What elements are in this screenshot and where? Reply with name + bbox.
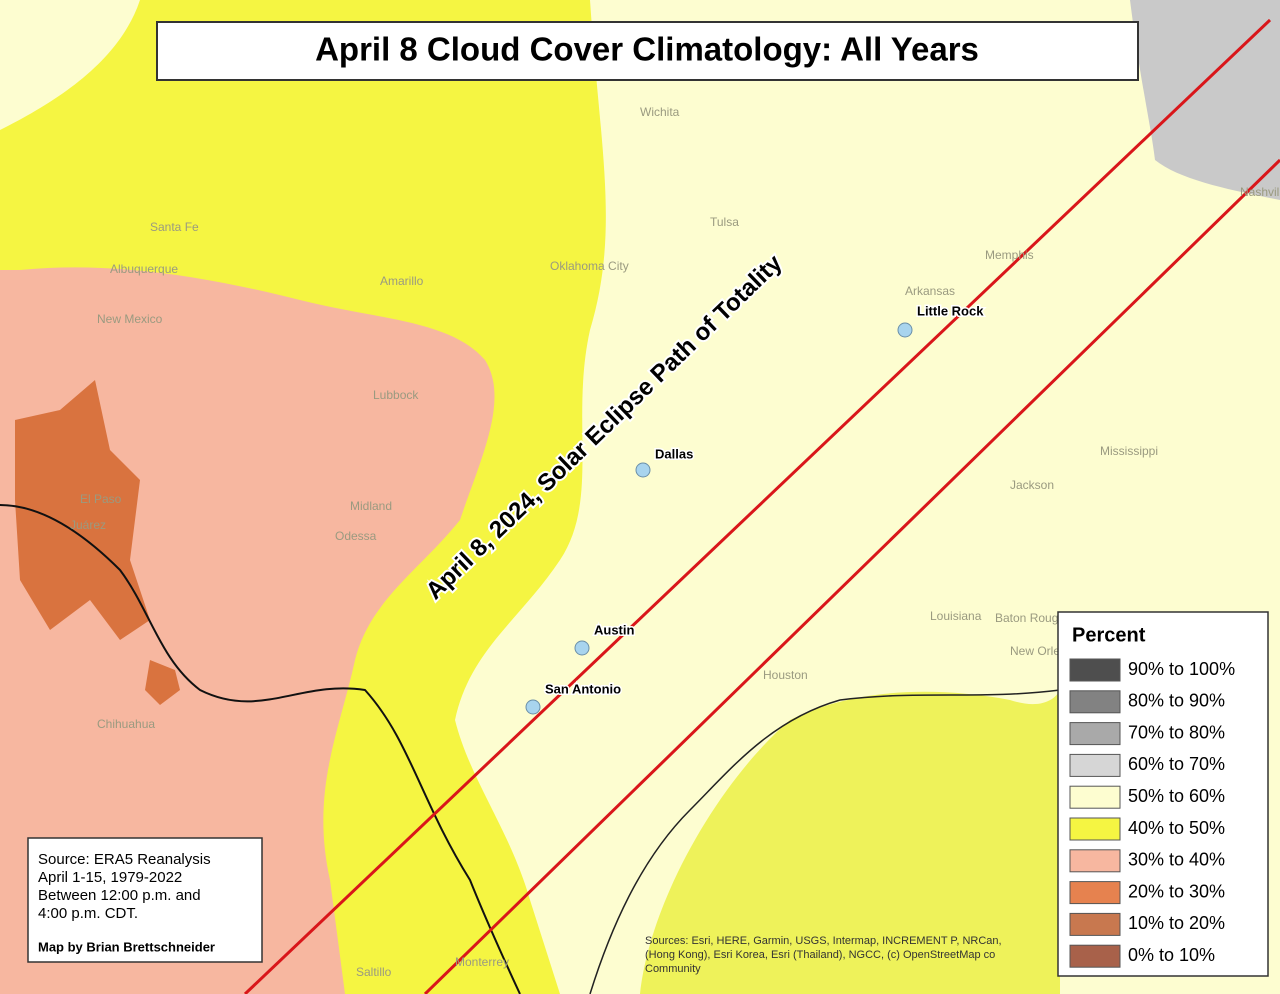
region-30-40 (0, 267, 495, 994)
basemap-label: New Mexico (97, 312, 163, 326)
basemap-label: Memphis (985, 248, 1034, 262)
basemap-label: Albuquerque (110, 262, 178, 276)
city-label: San Antonio (545, 681, 621, 696)
legend-swatch (1069, 817, 1121, 841)
city-marker (897, 322, 913, 338)
city-marker (574, 640, 590, 656)
legend-label: 0% to 10% (1128, 945, 1215, 965)
basemap-label: Jackson (1010, 478, 1054, 492)
city-label: Dallas (655, 446, 693, 461)
legend-swatch (1069, 658, 1121, 682)
source-line: Between 12:00 p.m. and (38, 887, 201, 904)
credit: Map by Brian Brettschneider (38, 939, 215, 954)
attribution-line: Sources: Esri, HERE, Garmin, USGS, Inter… (645, 935, 1002, 947)
legend-swatch (1069, 785, 1121, 809)
path-edge (243, 18, 1272, 994)
legend-label: 80% to 90% (1128, 691, 1225, 711)
attribution: Sources: Esri, HERE, Garmin, USGS, Inter… (645, 935, 1002, 975)
legend-swatch (1069, 690, 1121, 714)
title: April 8 Cloud Cover Climatology: All Yea… (315, 31, 979, 68)
legend-label: 20% to 30% (1128, 881, 1225, 901)
legend-swatch (1069, 753, 1121, 777)
city-label: Little Rock (917, 303, 984, 318)
legend-swatch (1069, 722, 1121, 746)
legend-swatch (1069, 944, 1121, 968)
legend-swatch (1069, 912, 1121, 936)
basemap-label: Saltillo (356, 965, 392, 979)
basemap-label: El Paso (80, 492, 122, 506)
region-20-30 (145, 660, 180, 705)
basemap-label: Midland (350, 499, 392, 513)
legend-label: 30% to 40% (1128, 850, 1225, 870)
city-marker (525, 699, 541, 715)
basemap-label: Lubbock (373, 388, 419, 402)
source-box (27, 837, 263, 963)
basemap-label: Tulsa (710, 215, 739, 229)
basemap-label: Monterrey (455, 955, 509, 969)
basemap-label: Arkansas (905, 284, 955, 298)
legend-label: 90% to 100% (1128, 659, 1235, 679)
basemap-label: Amarillo (380, 274, 424, 288)
border (0, 504, 521, 994)
cities: Little Rock Dallas Austin San Antonio (525, 302, 986, 715)
legend-label: 70% to 80% (1128, 722, 1225, 742)
attribution-line: Community (645, 963, 701, 975)
basemap-label: Odessa (335, 529, 377, 543)
city-label: Austin (594, 622, 635, 637)
legend-label: 60% to 70% (1128, 754, 1225, 774)
basemap-label: Juárez (70, 518, 106, 532)
legend-label: 40% to 50% (1128, 818, 1225, 838)
legend-swatch (1069, 881, 1121, 905)
basemap-label: Mississippi (1100, 444, 1158, 458)
basemap-label: Houston (763, 668, 808, 682)
legend-title: Percent (1072, 624, 1146, 646)
basemap-label: Wichita (640, 105, 680, 119)
source-line: April 1-15, 1979-2022 (38, 869, 182, 886)
basemap-label: Oklahoma City (550, 259, 629, 273)
legend-label: 10% to 20% (1128, 913, 1225, 933)
region-60-70 (1130, 0, 1280, 200)
basemap-label: Baton Rouge (995, 611, 1065, 625)
basemap-label: Louisiana (930, 609, 982, 623)
basemap-label: Nashville (1240, 185, 1280, 199)
basemap-labels: Wichita Tulsa Oklahoma City Amarillo Santa F… (70, 105, 1280, 979)
coastline (589, 689, 1061, 994)
city-marker (635, 462, 651, 478)
region-20-30 (15, 380, 150, 640)
legend-swatch (1069, 849, 1121, 873)
region-50-60 (0, 0, 140, 130)
basemap-label: Santa Fe (150, 220, 199, 234)
attribution-line: (Hong Kong), Esri Korea, Esri (Thailand)… (645, 949, 995, 961)
gulf-40-50 (640, 690, 1060, 994)
source-line: Source: ERA5 Reanalysis (38, 851, 211, 868)
legend-label: 50% to 60% (1128, 786, 1225, 806)
path-edge (423, 158, 1280, 994)
legend: 90% to 100% 80% to 90% 70% to 80% 60% to 70… (1069, 658, 1235, 968)
basemap-label: Chihuahua (97, 717, 155, 731)
title-box (156, 21, 1139, 81)
source-line: 4:00 p.m. CDT. (38, 905, 138, 922)
